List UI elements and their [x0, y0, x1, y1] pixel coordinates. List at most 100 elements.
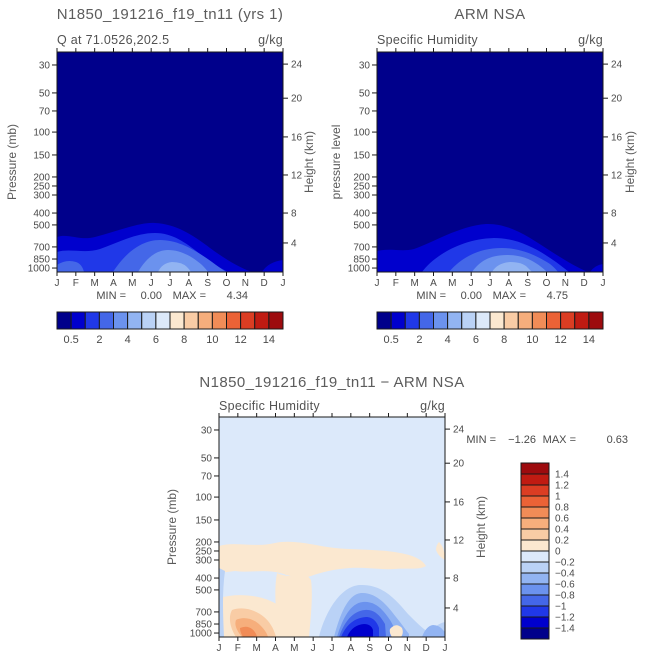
- colorbar-label: −0.6: [555, 580, 575, 591]
- panel-subtitle: Q at 71.0526,202.5: [57, 33, 169, 47]
- colorbar-cell: [520, 484, 550, 497]
- contour-band: [436, 542, 445, 560]
- colorbar-cell: [197, 311, 213, 330]
- pressure-tick-label: 30: [39, 60, 51, 71]
- pressure-tick-label: 850: [195, 620, 212, 631]
- colorbar-cell: [520, 539, 550, 552]
- month-label: S: [366, 643, 373, 654]
- pressure-tick-label: 50: [359, 88, 371, 99]
- pressure-tick-label: 1000: [190, 629, 213, 640]
- min-value: 0.00: [461, 290, 482, 302]
- pressure-tick-label: 700: [33, 242, 50, 253]
- colorbar-label: 14: [583, 334, 595, 346]
- pressure-tick-label: 100: [195, 493, 212, 504]
- month-label: J: [149, 278, 154, 289]
- pressure-tick-label: 250: [353, 181, 370, 192]
- month-label: A: [185, 278, 192, 289]
- height-axis-label: Height (km): [302, 131, 316, 193]
- month-label: J: [443, 643, 448, 654]
- pressure-tick-label: 100: [353, 128, 370, 139]
- month-label: J: [601, 278, 606, 289]
- panel-subtitle: Specific Humidity: [377, 33, 478, 47]
- pressure-tick-label: 70: [201, 471, 213, 482]
- colorbar-label: 6: [473, 334, 479, 346]
- height-tick-label: 20: [611, 94, 623, 105]
- pressure-tick-label: 250: [33, 181, 50, 192]
- contour-field: [57, 52, 283, 272]
- pressure-tick-label: 500: [353, 220, 370, 231]
- month-label: J: [488, 278, 493, 289]
- colorbar-cell: [520, 616, 550, 629]
- pressure-tick-label: 400: [33, 209, 50, 220]
- max-label: MAX =: [543, 434, 576, 446]
- month-label: M: [90, 278, 98, 289]
- model-panel: N1850_191216_f19_tn11 (yrs 1) Q at 71.05…: [5, 6, 316, 346]
- month-label: M: [448, 278, 456, 289]
- colorbar-cell: [169, 311, 185, 330]
- month-label: S: [524, 278, 531, 289]
- contour-field: [219, 417, 445, 637]
- colorbar-cell: [574, 311, 590, 330]
- colorbar-label: 4: [125, 334, 131, 346]
- month-label: J: [217, 643, 222, 654]
- contour-field: [377, 52, 603, 272]
- height-axis-label: Height (km): [623, 131, 637, 193]
- pressure-tick-label: 200: [195, 537, 212, 548]
- colorbar-cell: [520, 627, 550, 640]
- height-tick-label: 20: [291, 94, 303, 105]
- pressure-tick-label: 200: [353, 172, 370, 183]
- month-label: N: [404, 643, 411, 654]
- colorbar-label: 12: [555, 334, 567, 346]
- height-axis-label: Height (km): [474, 496, 488, 558]
- contour-band: [219, 541, 426, 578]
- colorbar-label: 0: [555, 547, 561, 558]
- pressure-tick-label: 700: [353, 242, 370, 253]
- min-label: MIN =: [416, 290, 446, 302]
- height-tick-label: 4: [291, 238, 297, 249]
- contour-band: [347, 624, 373, 637]
- colorbar-cell: [155, 311, 171, 330]
- panel-title: ARM NSA: [454, 6, 525, 23]
- colorbar-cell: [433, 311, 449, 330]
- contour-band: [492, 262, 532, 272]
- month-label: J: [281, 278, 286, 289]
- contour-band: [590, 264, 603, 272]
- month-label: A: [272, 643, 279, 654]
- month-label: M: [410, 278, 418, 289]
- month-label: A: [347, 643, 354, 654]
- pressure-tick-label: 500: [33, 220, 50, 231]
- colorbar-cell: [520, 583, 550, 596]
- month-label: N: [242, 278, 249, 289]
- units-label: g/kg: [258, 33, 283, 47]
- height-tick-label: 24: [611, 60, 623, 71]
- contour-band: [422, 625, 445, 637]
- colorbar-cell: [376, 311, 392, 330]
- height-tick-label: 12: [611, 170, 623, 181]
- colorbar-label: 8: [181, 334, 187, 346]
- month-label: M: [290, 643, 298, 654]
- colorbar-cell: [211, 311, 227, 330]
- month-label: A: [110, 278, 117, 289]
- colorbar-cell: [520, 473, 550, 486]
- colorbar-label: −0.4: [555, 569, 575, 580]
- month-label: M: [128, 278, 136, 289]
- colorbar-label: −1.4: [555, 624, 575, 635]
- month-label: J: [469, 278, 474, 289]
- colorbar-cell: [517, 311, 533, 330]
- pressure-tick-label: 1000: [28, 264, 51, 275]
- contour-band: [262, 260, 283, 272]
- month-label: N: [562, 278, 569, 289]
- month-label: O: [223, 278, 231, 289]
- colorbar-cell: [141, 311, 157, 330]
- month-label: J: [311, 643, 316, 654]
- pressure-tick-label: 70: [39, 106, 51, 117]
- colorbar: 1.41.210.80.60.40.20−0.2−0.4−0.6−0.8−1−1…: [520, 462, 575, 640]
- height-tick-label: 8: [611, 209, 617, 220]
- month-label: F: [235, 643, 241, 654]
- month-label: A: [430, 278, 437, 289]
- colorbar-label: −0.8: [555, 591, 575, 602]
- colorbar: 0.5 2 4 6 8 10 12 14: [56, 311, 284, 346]
- height-tick-label: 16: [291, 132, 303, 143]
- pressure-tick-label: 150: [33, 150, 50, 161]
- contour-band: [158, 262, 191, 272]
